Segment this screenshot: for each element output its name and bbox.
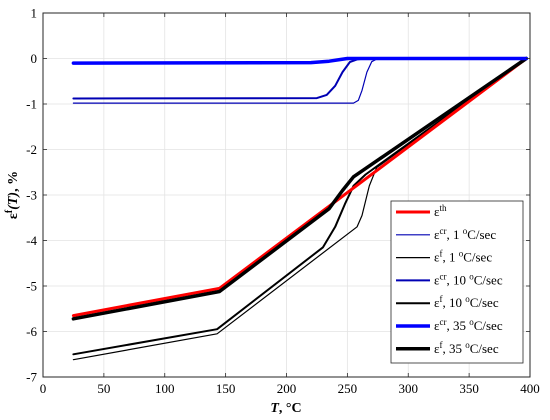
data-series-group [71, 56, 529, 361]
series-line-6 [71, 56, 529, 65]
legend-label: εcr, 10 oC/sec [434, 271, 503, 287]
x-tick-label: 400 [520, 381, 540, 396]
legend: εth εcr, 1 oC/sec εf, 1 oC/sec εcr, 10 oC/s… [390, 200, 524, 364]
series-line-5 [72, 57, 528, 356]
legend-label: εcr, 35 oC/sec [434, 317, 503, 333]
legend-label: εf, 35 oC/sec [434, 340, 499, 356]
legend-label: εf, 1 oC/sec [434, 249, 492, 265]
legend-label: εth [434, 203, 447, 219]
series-line-1 [71, 57, 528, 318]
legend-box [390, 200, 524, 364]
x-tick-label: 0 [40, 381, 47, 396]
y-tick-label: -7 [26, 370, 37, 385]
x-tick-label: 250 [338, 381, 358, 396]
x-tick-label: 100 [155, 381, 175, 396]
x-tick-label: 200 [277, 381, 297, 396]
y-tick-label: 0 [31, 51, 38, 66]
x-axis-title: T, °C [270, 401, 301, 416]
series-line-7 [71, 56, 529, 321]
x-tick-label: 150 [216, 381, 236, 396]
y-tick-label: -2 [26, 142, 37, 157]
legend-label: εcr, 1 oC/sec [434, 226, 496, 242]
axis-ticks: 0 50 100 150 200 250 300 350 400 -7 -6 -5 -4 -3 -2 -1 0 1 [26, 6, 540, 397]
x-tick-label: 50 [97, 381, 110, 396]
x-tick-label: 300 [399, 381, 419, 396]
y-tick-label: -6 [26, 324, 37, 339]
y-tick-label: 1 [31, 6, 38, 21]
y-tick-label: -1 [26, 97, 37, 112]
y-axis-title: εf(T), % [4, 171, 22, 219]
y-tick-label: -5 [26, 279, 37, 294]
y-tick-label: -3 [26, 188, 37, 203]
legend-label: εf, 10 oC/sec [434, 294, 499, 310]
y-tick-label: -4 [26, 233, 37, 248]
legend-items: εth εcr, 1 oC/sec εf, 1 oC/sec εcr, 10 oC/s… [396, 203, 503, 356]
x-tick-label: 350 [459, 381, 479, 396]
